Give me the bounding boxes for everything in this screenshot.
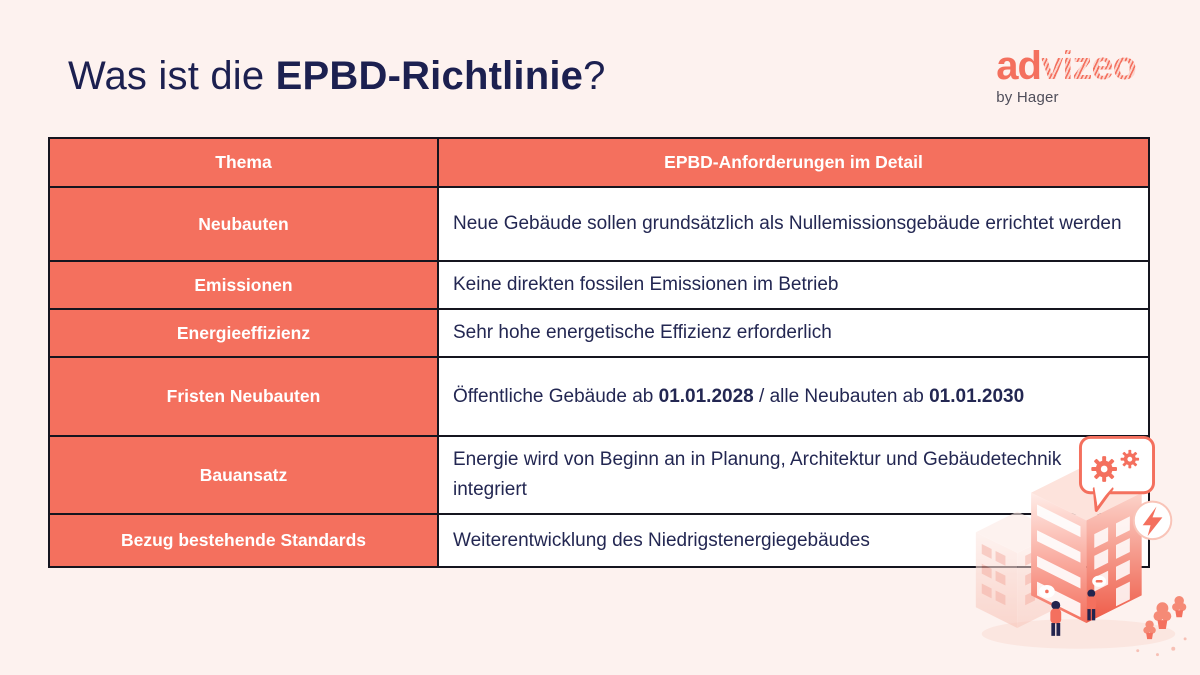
table-row: Fristen Neubauten Öffentliche Gebäude ab … — [48, 356, 1150, 438]
gear-icon — [1120, 449, 1140, 469]
detail-cell: Öffentliche Gebäude ab 01.01.2028 / alle… — [437, 356, 1150, 438]
column-header-thema: Thema — [48, 137, 439, 188]
lightning-badge-icon — [1132, 500, 1173, 541]
thema-cell: Bezug bestehende Standards — [48, 513, 439, 569]
gear-icon — [1091, 456, 1117, 482]
advizeo-logo: advizeo by Hager — [996, 44, 1137, 106]
page-title: Was ist die EPBD-Richtlinie? — [68, 54, 606, 99]
table-row: Emissionen Keine direkten fossilen Emissi… — [48, 259, 1150, 311]
plant-icon — [1172, 595, 1187, 618]
ground-shadow — [981, 619, 1176, 649]
wordmark-hatched-part: vizeo — [1040, 44, 1137, 88]
thema-cell: Bauansatz — [48, 435, 439, 516]
thema-cell: Neubauten — [48, 186, 439, 262]
epbd-requirements-table: Thema EPBD-Anforderungen im Detail Neuba… — [48, 137, 1150, 569]
page-title-suffix: ? — [583, 54, 606, 98]
page-title-prefix: Was ist die — [68, 54, 276, 98]
detail-cell: Energie wird von Beginn an in Planung, A… — [437, 435, 1150, 516]
detail-cell: Neue Gebäude sollen grundsätzlich als Nu… — [437, 186, 1150, 262]
person-figure — [1039, 585, 1062, 636]
detail-cell: Sehr hohe energetische Effizienz erforde… — [437, 308, 1150, 359]
logo-byline: by Hager — [996, 89, 1059, 106]
decorative-dots — [1136, 637, 1187, 657]
gears-speech-bubble-icon — [1078, 435, 1156, 512]
plant-icon — [1143, 620, 1156, 640]
table-row: Neubauten Neue Gebäude sollen grundsätzli… — [48, 186, 1150, 262]
thema-cell: Emissionen — [48, 259, 439, 311]
table-header-row: Thema EPBD-Anforderungen im Detail — [48, 137, 1150, 188]
table-row: Energieeffizienz Sehr hohe energetische E… — [48, 308, 1150, 359]
thema-cell: Energieeffizienz — [48, 308, 439, 359]
table-row: Bezug bestehende Standards Weiterentwickl… — [48, 513, 1150, 569]
table-body: Neubauten Neue Gebäude sollen grundsätzli… — [48, 186, 1150, 569]
table-row: Bauansatz Energie wird von Beginn an in P… — [48, 435, 1150, 516]
advizeo-wordmark: advizeo — [996, 44, 1137, 88]
person-figure — [1086, 575, 1107, 621]
column-header-detail: EPBD-Anforderungen im Detail — [437, 137, 1150, 188]
wordmark-solid-part: ad — [996, 44, 1042, 88]
thema-cell: Fristen Neubauten — [48, 356, 439, 438]
detail-cell: Keine direkten fossilen Emissionen im Be… — [437, 259, 1150, 311]
buildings-illustration — [975, 435, 1187, 657]
plant-icon — [1153, 602, 1172, 629]
page-title-emphasis: EPBD-Richtlinie — [275, 54, 584, 98]
